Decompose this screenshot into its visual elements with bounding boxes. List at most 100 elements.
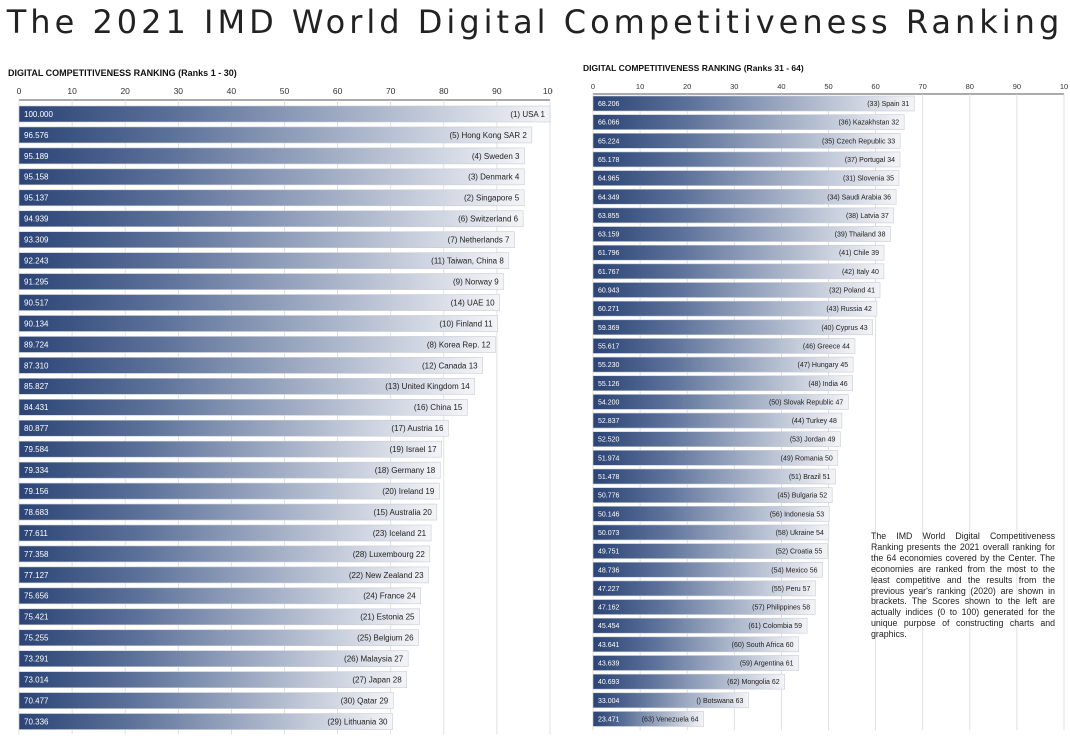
score-label: 43.639 — [598, 661, 620, 668]
country-label: (57) Philippines 58 — [752, 605, 810, 612]
country-label: (37) Portugal 34 — [845, 157, 895, 164]
score-label: 75.255 — [24, 634, 49, 643]
methodology-note: The IMD World Digital Competitiveness Ra… — [871, 531, 1055, 640]
country-label: (58) Ukraine 54 — [776, 530, 824, 537]
page-title: The 2021 IMD World Digital Competitivene… — [6, 3, 1064, 41]
score-label: 77.358 — [24, 550, 49, 559]
country-label: (29) Lithuania 30 — [327, 717, 388, 726]
score-label: 66.066 — [598, 120, 620, 127]
score-label: 55.617 — [598, 343, 620, 350]
bar — [592, 617, 808, 634]
bar — [18, 671, 408, 688]
score-label: 33.004 — [598, 698, 620, 705]
country-label: (43) Russia 42 — [826, 306, 872, 313]
bar — [592, 450, 839, 466]
country-label: (44) Turkey 48 — [792, 418, 837, 425]
country-label: (5) Hong Kong SAR 2 — [449, 131, 527, 140]
score-label: 48.736 — [598, 567, 620, 574]
country-label: (55) Peru 57 — [772, 586, 811, 593]
bar — [18, 336, 496, 353]
bar — [592, 412, 843, 429]
score-label: 50.146 — [598, 511, 620, 518]
score-label: 92.243 — [24, 257, 49, 266]
score-label: 94.939 — [24, 215, 49, 224]
score-label: 63.855 — [598, 213, 620, 220]
bar — [18, 315, 498, 332]
score-label: 65.224 — [598, 138, 620, 145]
bar — [18, 398, 468, 416]
country-label: (6) Switzerland 6 — [458, 215, 519, 224]
score-label: 77.127 — [24, 571, 49, 580]
tick-label: 50 — [280, 86, 290, 96]
score-label: 51.478 — [598, 474, 620, 481]
bar — [18, 252, 510, 269]
score-label: 79.334 — [24, 466, 49, 475]
score-label: 70.477 — [24, 696, 49, 705]
country-label: (28) Luxembourg 22 — [353, 550, 426, 559]
bar — [18, 629, 419, 647]
country-label: (52) Croatia 55 — [776, 549, 823, 556]
right-chart-title: DIGITAL COMPETITIVENESS RANKING (Ranks 3… — [583, 63, 804, 73]
score-label: 55.126 — [598, 381, 620, 388]
tick-label: 20 — [683, 82, 691, 91]
score-label: 47.227 — [598, 586, 620, 593]
bar — [18, 126, 533, 144]
country-label: (4) Sweden 3 — [472, 152, 520, 161]
country-label: (31) Slovenia 35 — [843, 176, 894, 183]
bar — [592, 561, 823, 578]
bar — [592, 114, 905, 130]
country-label: (14) UAE 10 — [451, 298, 496, 307]
bar — [18, 231, 515, 248]
country-label: (46) Greece 44 — [803, 343, 850, 350]
bar — [18, 105, 551, 123]
country-label: (23) Iceland 21 — [373, 529, 427, 538]
score-label: 73.291 — [24, 655, 49, 664]
score-label: 75.656 — [24, 592, 49, 601]
country-label: (8) Korea Rep. 12 — [427, 340, 491, 349]
country-label: (7) Netherlands 7 — [448, 236, 510, 245]
tick-label: 80 — [439, 86, 449, 96]
score-label: 77.611 — [24, 529, 48, 538]
country-label: (39) Thailand 38 — [835, 232, 886, 239]
tick-label: 0 — [591, 82, 595, 91]
score-label: 23.471 — [598, 716, 620, 723]
tick-label: 60 — [333, 86, 343, 96]
bar — [592, 188, 897, 205]
country-label: (60) South Africa 60 — [732, 642, 794, 649]
score-label: 60.271 — [598, 306, 620, 313]
bar — [18, 273, 505, 290]
bar — [18, 650, 409, 668]
country-label: (61) Colombia 59 — [748, 623, 802, 630]
score-label: 52.520 — [598, 437, 620, 444]
tick-label: 20 — [120, 86, 130, 96]
country-label: (40) Cyprus 43 — [821, 325, 867, 332]
tick-label: 0 — [17, 86, 22, 96]
country-label: (42) Italy 40 — [842, 269, 879, 276]
bar — [592, 673, 785, 690]
country-label: (26) Malaysia 27 — [344, 655, 404, 664]
bar — [592, 282, 881, 298]
tick-label: 40 — [777, 82, 785, 91]
score-label: 55.230 — [598, 362, 620, 369]
bar — [18, 189, 525, 207]
score-label: 90.134 — [24, 319, 49, 328]
tick-label: 10 — [1060, 82, 1068, 91]
score-label: 47.162 — [598, 605, 620, 612]
score-label: 64.349 — [598, 194, 620, 201]
score-label: 61.796 — [598, 250, 620, 257]
bar — [18, 210, 524, 228]
score-label: 70.336 — [24, 717, 49, 726]
score-label: 40.693 — [598, 679, 620, 686]
bar — [592, 95, 915, 112]
bar — [18, 692, 394, 709]
score-label: 50.776 — [598, 493, 620, 500]
score-label: 78.683 — [24, 508, 49, 517]
country-label: (32) Poland 41 — [829, 288, 875, 295]
country-label: (59) Argentina 61 — [740, 661, 794, 668]
score-label: 90.517 — [24, 298, 49, 307]
score-label: 63.159 — [598, 232, 620, 239]
country-label: (20) Ireland 19 — [382, 487, 435, 496]
bar — [18, 440, 442, 458]
country-label: (34) Saudi Arabia 36 — [827, 194, 891, 201]
country-label: (19) Israel 17 — [389, 445, 437, 454]
